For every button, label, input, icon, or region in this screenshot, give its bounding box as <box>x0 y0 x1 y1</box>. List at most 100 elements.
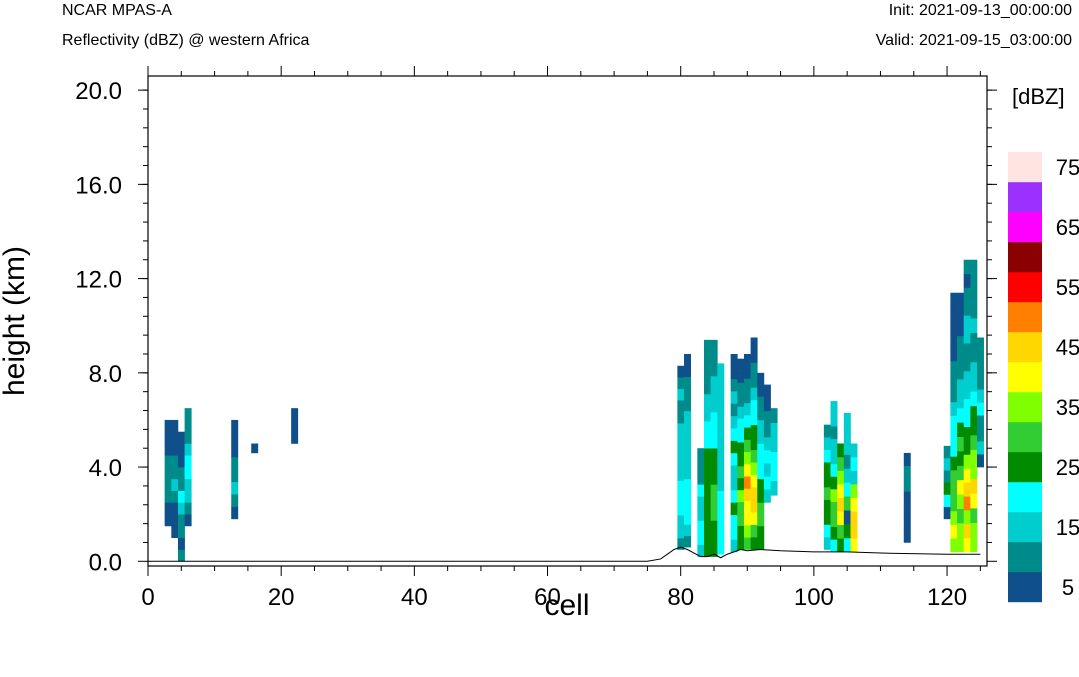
reflectivity-cell <box>970 318 978 334</box>
plot-area <box>148 76 987 566</box>
reflectivity-cell <box>231 494 239 507</box>
reflectivity-cell <box>171 525 179 539</box>
reflectivity-cell <box>763 463 771 477</box>
reflectivity-cell <box>750 474 758 488</box>
reflectivity-cell <box>830 463 838 477</box>
reflectivity-cell <box>177 431 185 444</box>
reflectivity-cell <box>950 415 958 430</box>
reflectivity-cell <box>963 301 971 316</box>
reflectivity-cell <box>743 537 751 550</box>
reflectivity-cell <box>843 496 851 511</box>
reflectivity-cell <box>943 506 951 520</box>
reflectivity-cell <box>830 476 838 490</box>
reflectivity-cell <box>763 397 771 412</box>
reflectivity-cell <box>677 411 685 424</box>
reflectivity-cell <box>177 525 185 539</box>
reflectivity-cell <box>291 419 299 433</box>
reflectivity-cell <box>957 479 964 495</box>
colorbar-label: 65 <box>1056 215 1079 240</box>
reflectivity-cell <box>710 448 718 485</box>
reflectivity-cell <box>737 477 745 491</box>
reflectivity-cell <box>750 462 758 475</box>
reflectivity-cell <box>950 483 958 498</box>
colorbar-swatch <box>1008 452 1042 483</box>
reflectivity-cell <box>837 457 845 471</box>
reflectivity-cell <box>710 339 718 377</box>
reflectivity-cell <box>970 274 978 290</box>
reflectivity-cell <box>164 467 172 480</box>
y-tick-label: 0.0 <box>89 549 122 576</box>
reflectivity-cell <box>684 388 691 400</box>
reflectivity-cell <box>843 510 851 525</box>
reflectivity-cell <box>704 394 711 422</box>
reflectivity-cell <box>750 437 758 451</box>
reflectivity-cell <box>231 457 239 470</box>
reflectivity-cell <box>830 514 838 528</box>
reflectivity-cell <box>743 512 751 526</box>
reflectivity-cell <box>171 467 179 480</box>
reflectivity-cell <box>957 523 964 538</box>
reflectivity-cell <box>977 454 984 468</box>
reflectivity-cell <box>743 390 751 404</box>
reflectivity-cell <box>750 449 758 463</box>
reflectivity-cell <box>963 510 971 525</box>
reflectivity-cell <box>750 412 758 426</box>
reflectivity-cell <box>684 399 691 412</box>
reflectivity-cell <box>171 514 179 527</box>
reflectivity-cell <box>970 537 978 553</box>
reflectivity-cell <box>684 353 691 366</box>
reflectivity-cell <box>950 374 958 389</box>
colorbar-swatch <box>1008 572 1042 603</box>
reflectivity-cell <box>850 511 858 526</box>
x-tick-label: 0 <box>141 584 154 611</box>
y-tick-label: 16.0 <box>75 172 122 199</box>
reflectivity-cell <box>963 468 971 483</box>
reflectivity-cell <box>730 428 738 441</box>
reflectivity-cell <box>704 448 711 476</box>
reflectivity-cell <box>730 391 738 404</box>
reflectivity-cell <box>750 362 758 376</box>
reflectivity-cell <box>684 376 691 389</box>
reflectivity-cell <box>704 339 711 368</box>
y-axis-label: height (km) <box>0 246 31 396</box>
reflectivity-cell <box>763 423 771 438</box>
reflectivity-cell <box>677 365 685 378</box>
reflectivity-cell <box>963 496 971 511</box>
x-tick-label: 20 <box>268 584 295 611</box>
reflectivity-cell <box>697 508 705 521</box>
reflectivity-cell <box>903 529 911 543</box>
reflectivity-cell <box>757 443 765 456</box>
reflectivity-cell <box>750 537 758 550</box>
reflectivity-cell <box>743 463 751 477</box>
reflectivity-cell <box>963 426 971 441</box>
reflectivity-cell <box>677 434 685 447</box>
reflectivity-cell <box>977 428 984 442</box>
reflectivity-cell <box>750 387 758 401</box>
reflectivity-cell <box>963 371 971 386</box>
reflectivity-cell <box>823 487 831 500</box>
colorbar-swatch <box>1008 182 1042 213</box>
reflectivity-cell <box>730 527 738 540</box>
reflectivity-cell <box>184 502 192 515</box>
reflectivity-cell <box>684 422 691 434</box>
reflectivity-cell <box>737 442 745 455</box>
reflectivity-cell <box>950 360 958 375</box>
reflectivity-cell <box>184 455 192 468</box>
reflectivity-cell <box>963 357 971 372</box>
reflectivity-cell <box>963 273 971 288</box>
reflectivity-cell <box>677 400 685 412</box>
reflectivity-cell <box>730 465 738 478</box>
reflectivity-cell <box>677 480 685 493</box>
colorbar-swatch <box>1008 362 1042 393</box>
reflectivity-cell <box>164 514 172 527</box>
reflectivity-cell <box>837 524 845 539</box>
reflectivity-cell <box>970 361 978 377</box>
reflectivity-cell <box>770 451 778 467</box>
reflectivity-cell <box>950 429 958 444</box>
reflectivity-cell <box>977 402 984 416</box>
reflectivity-cell <box>770 408 778 423</box>
reflectivity-cell <box>737 430 745 443</box>
reflectivity-cell <box>743 500 751 514</box>
reflectivity-cell <box>710 484 718 521</box>
reflectivity-cell <box>823 437 831 450</box>
